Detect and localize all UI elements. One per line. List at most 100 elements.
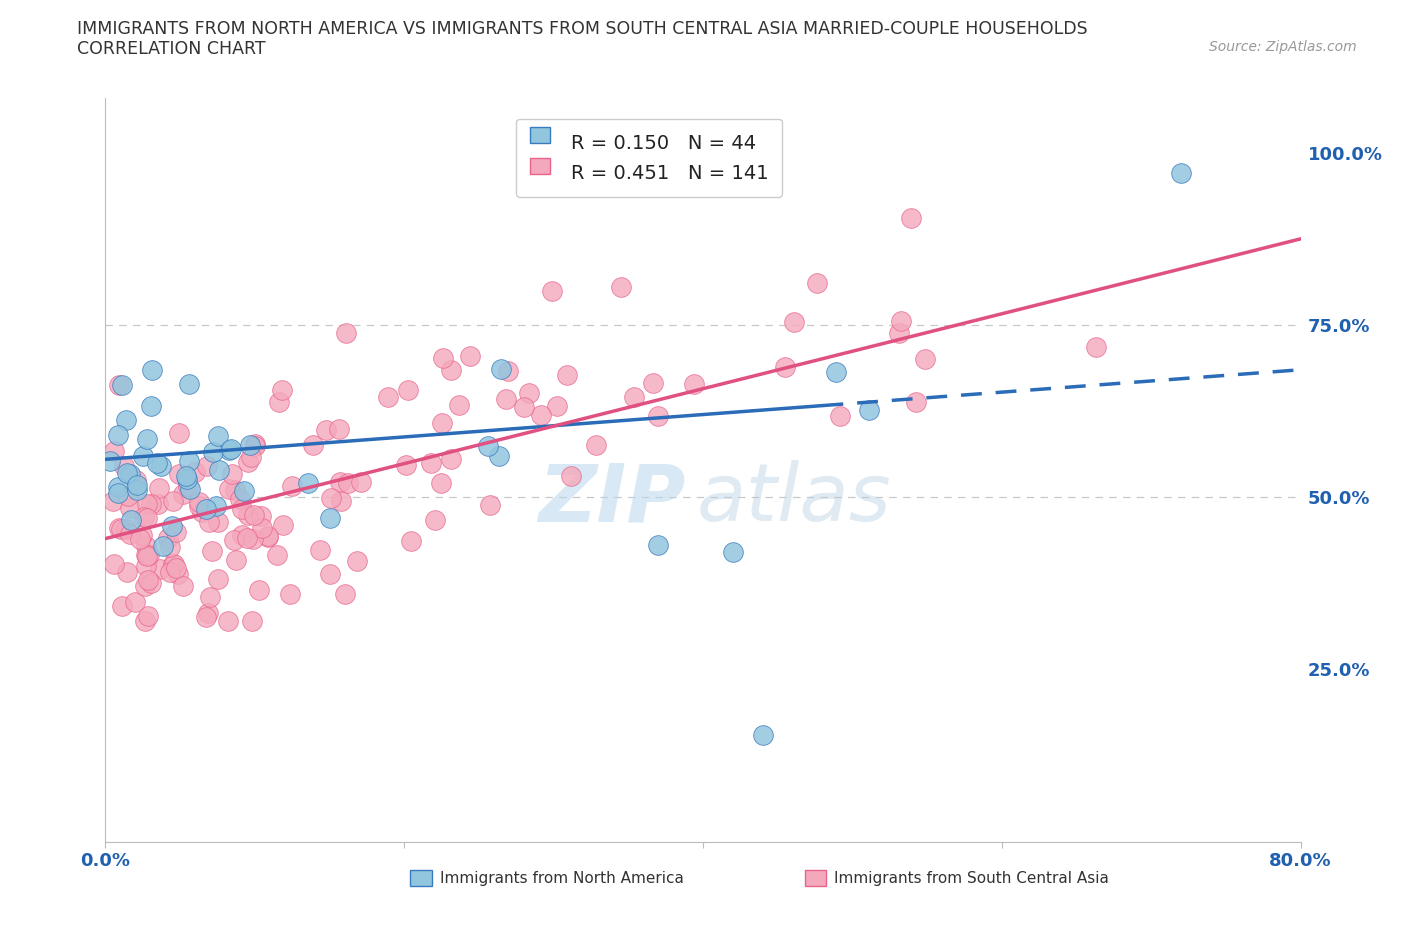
Point <box>222 533 245 548</box>
Point <box>165 561 187 576</box>
Point <box>148 481 170 496</box>
Point <box>231 501 253 516</box>
Point <box>101 494 124 509</box>
Point <box>136 608 159 623</box>
Point <box>172 486 194 501</box>
Point <box>134 510 156 525</box>
Point <box>202 445 225 460</box>
Point <box>174 469 197 484</box>
Point <box>329 494 352 509</box>
Point <box>108 521 131 536</box>
Point <box>135 432 157 446</box>
Point <box>197 605 219 620</box>
Point <box>278 587 301 602</box>
Point <box>247 582 270 597</box>
Point <box>377 390 399 405</box>
Point <box>218 443 240 458</box>
Point <box>176 472 198 487</box>
Point <box>131 527 153 542</box>
Point <box>478 498 501 512</box>
Point <box>103 557 125 572</box>
Point <box>204 498 226 513</box>
Point <box>179 482 201 497</box>
Point <box>529 407 551 422</box>
Point <box>135 559 157 574</box>
Point <box>107 378 129 392</box>
Point <box>115 565 138 579</box>
Point <box>167 467 190 482</box>
Point <box>721 545 744 560</box>
Point <box>256 530 278 545</box>
Point <box>103 444 125 458</box>
Point <box>107 485 129 500</box>
Point <box>115 412 138 427</box>
Point <box>309 542 332 557</box>
Point <box>217 614 239 629</box>
Point <box>900 210 922 225</box>
Point <box>585 437 607 452</box>
Point <box>1085 339 1108 354</box>
Text: Source: ZipAtlas.com: Source: ZipAtlas.com <box>1209 40 1357 54</box>
Point <box>134 578 156 593</box>
Point <box>165 525 187 539</box>
Point <box>177 454 200 469</box>
Point <box>229 491 252 506</box>
Point <box>156 531 179 546</box>
Text: CORRELATION CHART: CORRELATION CHART <box>77 40 266 58</box>
Point <box>207 429 229 444</box>
Point <box>270 382 292 397</box>
Point <box>159 539 181 554</box>
Point <box>498 364 520 379</box>
Point <box>208 463 231 478</box>
Point <box>488 448 510 463</box>
Point <box>396 383 419 398</box>
Point <box>647 538 669 552</box>
Point <box>858 403 880 418</box>
Point <box>134 614 156 629</box>
Bar <box>411 870 432 886</box>
Point <box>395 457 418 472</box>
Point <box>240 614 263 629</box>
Point <box>914 352 936 366</box>
Point <box>225 552 247 567</box>
Point <box>188 498 211 513</box>
Point <box>141 363 163 378</box>
Point <box>107 480 129 495</box>
Text: IMMIGRANTS FROM NORTH AMERICA VS IMMIGRANTS FROM SOUTH CENTRAL ASIA MARRIED-COUP: IMMIGRANTS FROM NORTH AMERICA VS IMMIGRA… <box>77 20 1088 38</box>
Point <box>430 415 453 430</box>
Point <box>243 508 266 523</box>
Point <box>401 534 423 549</box>
Point <box>107 428 129 443</box>
Point <box>546 399 568 414</box>
Point <box>146 456 169 471</box>
Point <box>751 727 773 742</box>
Point <box>232 484 254 498</box>
Point <box>318 511 340 525</box>
Point <box>195 610 218 625</box>
Point <box>890 313 912 328</box>
Point <box>420 456 443 471</box>
Point <box>162 493 184 508</box>
Point <box>887 326 910 340</box>
Point <box>557 367 579 382</box>
Point <box>302 437 325 452</box>
Point <box>207 571 229 586</box>
Point <box>139 399 162 414</box>
Point <box>512 399 534 414</box>
Point <box>250 520 273 535</box>
Point <box>166 567 188 582</box>
Point <box>136 573 159 588</box>
Point <box>825 365 848 379</box>
Point <box>132 448 155 463</box>
Point <box>231 527 253 542</box>
Point <box>198 590 221 604</box>
Point <box>540 284 562 299</box>
Point <box>125 472 148 487</box>
Point <box>236 508 259 523</box>
Point <box>904 395 927 410</box>
Point <box>447 397 470 412</box>
Point <box>517 386 540 401</box>
Point <box>177 478 200 493</box>
Point <box>110 522 132 537</box>
Bar <box>804 870 827 886</box>
